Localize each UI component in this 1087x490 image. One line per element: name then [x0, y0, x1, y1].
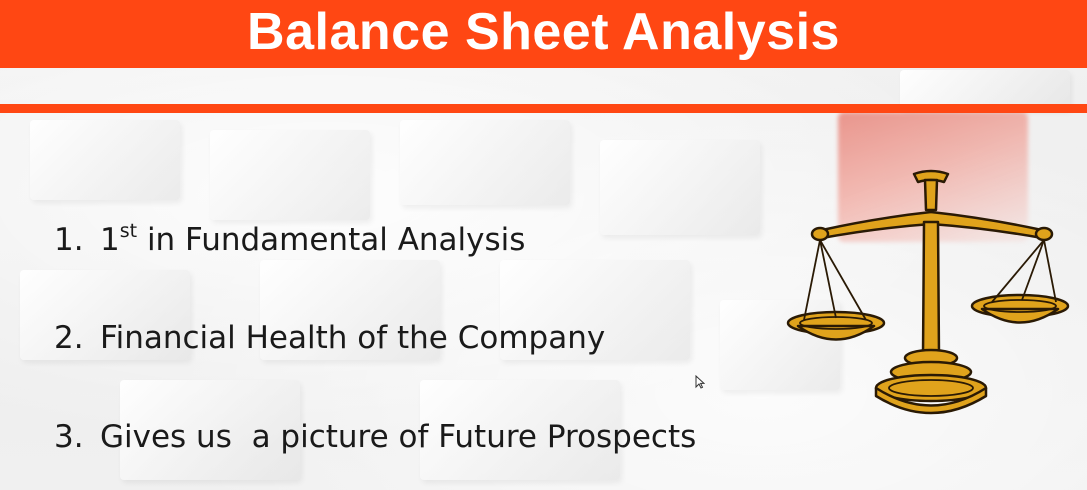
- background-tile: [500, 260, 690, 360]
- list-item: 3. Gives us a picture of Future Prospects: [54, 419, 696, 455]
- background-tile: [30, 120, 180, 200]
- background-tile: [210, 130, 370, 220]
- background-tile: [400, 120, 570, 205]
- list-item-text: in Fundamental Analysis: [137, 222, 526, 258]
- list-item-text: Gives us a picture of Future Prospects: [100, 419, 697, 455]
- list-item: 1. 1st in Fundamental Analysis: [54, 220, 526, 259]
- ordinal-superscript: st: [119, 220, 138, 242]
- balance-scale-icon: [786, 168, 1076, 423]
- list-item-text: Financial Health of the Company: [100, 320, 606, 356]
- background-tile: [420, 380, 620, 480]
- background-tile: [120, 380, 300, 480]
- title-bar: Balance Sheet Analysis: [0, 0, 1087, 68]
- list-item-text-start: 1: [100, 222, 120, 258]
- background-tile: [260, 260, 440, 360]
- list-item-number: 2.: [54, 320, 84, 356]
- background-tile: [600, 140, 760, 235]
- slide-title: Balance Sheet Analysis: [247, 3, 840, 61]
- list-item-number: 3.: [54, 419, 84, 455]
- list-item-number: 1.: [54, 222, 84, 258]
- accent-divider: [0, 104, 1087, 113]
- background-tile: [20, 270, 190, 360]
- mouse-pointer-icon: [695, 374, 706, 389]
- list-item: 2. Financial Health of the Company: [54, 320, 605, 356]
- background-tile: [900, 70, 1070, 110]
